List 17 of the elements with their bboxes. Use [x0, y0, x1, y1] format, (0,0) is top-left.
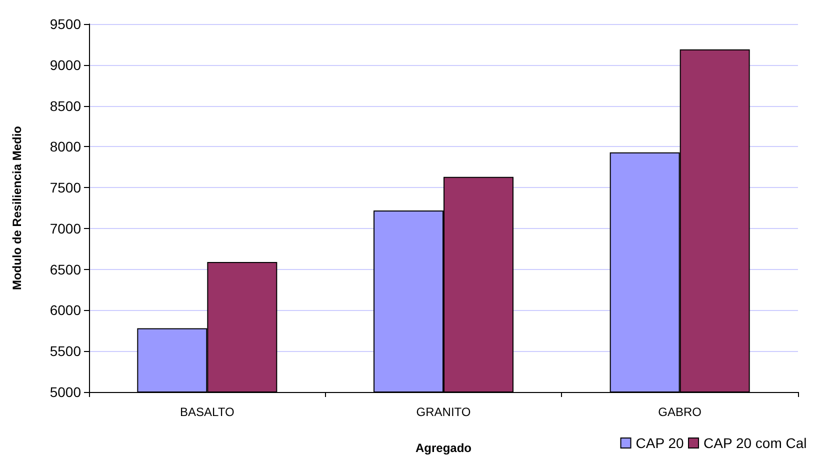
y-tick-label: 8500	[50, 98, 82, 114]
x-tick-label: BASALTO	[180, 405, 234, 419]
y-tick-label: 9500	[50, 16, 82, 32]
y-axis-title: Modulo de Resiliencia Medio	[10, 126, 24, 290]
y-tick-label: 6500	[50, 261, 82, 278]
y-tick-label: 5500	[50, 343, 82, 360]
y-tick-label: 6000	[50, 302, 82, 318]
legend-label: CAP 20 com Cal	[704, 435, 807, 451]
y-tick-label: 8000	[50, 138, 82, 155]
y-tick-label: 5000	[50, 384, 82, 400]
y-tick-label: 7000	[50, 220, 82, 236]
x-tick-label: GABRO	[658, 405, 702, 419]
y-tick-label: 7500	[50, 180, 82, 196]
x-axis-title: Agregado	[415, 441, 472, 455]
x-tick-label: GRANITO	[416, 405, 471, 419]
y-tick-label: 9000	[50, 56, 82, 73]
legend-label: CAP 20	[636, 435, 684, 451]
